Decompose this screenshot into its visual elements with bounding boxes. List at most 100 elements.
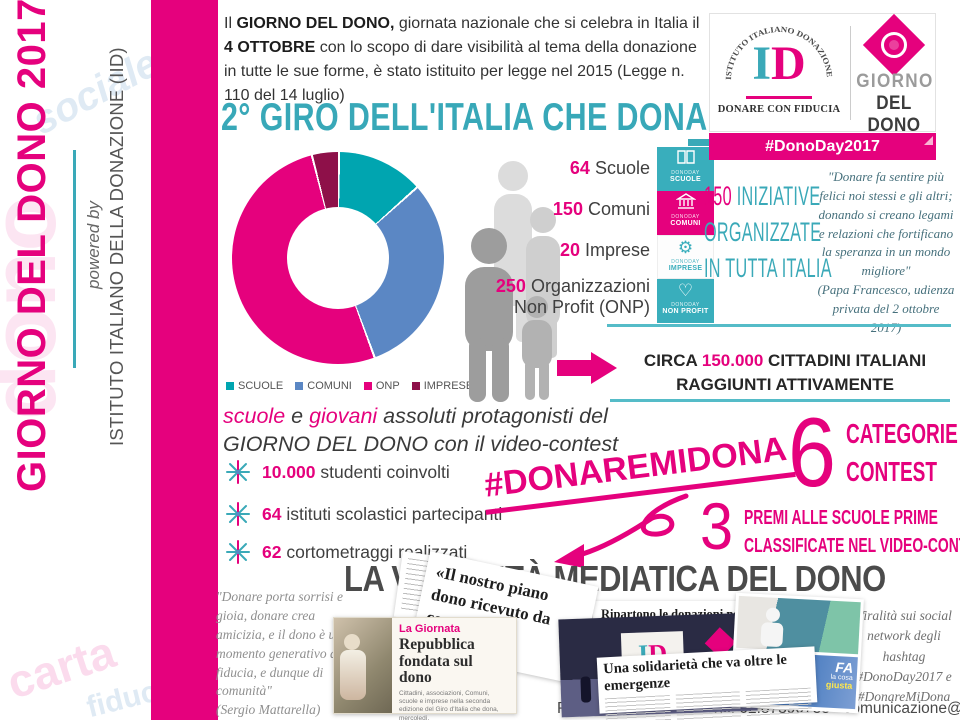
caption-text: FA xyxy=(835,659,854,676)
stat-onp: 250 Organizzazioni Non Profit (ONP) xyxy=(472,276,650,317)
stat-label: Organizzazioni Non Profit (ONP) xyxy=(513,276,650,317)
tv-frame xyxy=(736,595,861,655)
news-clip-solidarieta: Una solidarietà che va oltre le emergenz… xyxy=(596,646,818,720)
book-icon xyxy=(657,148,714,170)
bullet-label: studenti coinvolti xyxy=(315,461,450,482)
logo-arc-text: ISTITUTO ITALIANO DONAZIONE xyxy=(724,25,834,80)
star-bullet-icon xyxy=(226,502,250,526)
pope-quote: "Donare fa sentire più felici noi stessi… xyxy=(816,168,956,338)
bullet-studenti: 10.000 studenti coinvolti xyxy=(226,460,450,484)
donut-chart xyxy=(232,152,444,364)
divider xyxy=(610,399,950,402)
legend-item: ONP xyxy=(363,380,400,392)
tile-small-label: DONODAY xyxy=(671,214,700,220)
pope-photo xyxy=(334,618,392,713)
prizes-label: PREMI ALLE SCUOLE PRIME xyxy=(744,506,938,529)
chart-legend: SCUOLE COMUNI ONP IMPRESE xyxy=(226,380,473,392)
quote-attribution: (Papa Francesco, udienza privata del 2 o… xyxy=(817,282,955,335)
donoday-ribbon: #DonoDay2017 xyxy=(709,133,936,160)
stat-value: 150 xyxy=(552,199,583,219)
bullet-value: 10.000 xyxy=(262,461,316,482)
intro-text: con lo scopo di dare visibilità al tema … xyxy=(224,39,697,104)
news-body: Cittadini, associazioni, Comuni, scuole … xyxy=(399,690,499,720)
quote-text: "Donare fa sentire più felici noi stessi… xyxy=(818,169,954,279)
star-bullet-icon xyxy=(226,460,250,484)
initiatives-text: ORGANIZZATE xyxy=(704,217,822,247)
powered-by-label: powered by xyxy=(84,201,103,289)
legend-swatch xyxy=(411,382,420,390)
news-headline: Repubblica fondata sul dono xyxy=(399,636,475,687)
title-dash xyxy=(688,139,718,146)
sidebar-accent-bar xyxy=(151,0,218,720)
legend-label: SCUOLE xyxy=(238,380,284,392)
organization-name-vertical: ISTITUTO ITALIANO DELLA DONAZIONE (IID) xyxy=(106,47,127,446)
stat-comuni: 150 Comuni xyxy=(472,199,650,220)
heart-icon: ♡ xyxy=(677,281,694,301)
legend-item: IMPRESE xyxy=(411,380,473,392)
stat-imprese: 20 Imprese xyxy=(472,240,650,261)
stat-value: 20 xyxy=(559,240,580,260)
stat-label: Imprese xyxy=(579,240,650,260)
mattarella-quote: "Donare porta sorrisi e gioia, donare cr… xyxy=(216,588,346,720)
id-monogram: ID xyxy=(710,40,848,88)
brand-line1: GIORNO xyxy=(856,71,934,92)
reach-claim: CIRCA 150.000 CITTADINI ITALIANI RAGGIUN… xyxy=(620,349,950,397)
person-silhouette xyxy=(580,676,592,703)
initiatives-text: IN TUTTA ITALIA xyxy=(704,253,832,283)
section-title: 2° GIRO DELL'ITALIA CHE DONA xyxy=(221,96,708,139)
intro-text: assoluti protagonisti del xyxy=(377,404,608,428)
initiatives-claim: 150 INIZIATIVE ORGANIZZATE IN TUTTA ITAL… xyxy=(704,178,832,286)
quote-attribution: (Sergio Mattarella) xyxy=(216,702,321,718)
reach-text: RAGGIUNTI ATTIVAMENTE xyxy=(676,374,894,394)
logo-tagline: DONARE CON FIDUCIA xyxy=(717,104,841,115)
stat-value: 250 xyxy=(495,276,526,296)
tile-comuni: DONODAY COMUNI xyxy=(657,191,714,235)
diamond-icon xyxy=(862,13,926,77)
legend-label: COMUNI xyxy=(307,380,352,392)
intro-paragraph: Il GIORNO DEL DONO, giornata nazionale c… xyxy=(224,12,710,108)
legend-label: ONP xyxy=(375,380,400,392)
social-virality-note: Viralità sui social network degli hashta… xyxy=(856,608,952,704)
prizes-number: 3 xyxy=(700,489,734,563)
right-arrow-icon xyxy=(557,360,591,376)
category-icon-strip: DONODAY SCUOLE DONODAY COMUNI ⚙ DONODAY … xyxy=(657,147,714,323)
tile-small-label: DONODAY xyxy=(671,170,700,176)
intro-text: giornata nazionale che si celebra in Ita… xyxy=(394,15,700,32)
letter-d: D xyxy=(771,37,806,90)
people-silhouettes-icon xyxy=(465,161,560,402)
reach-number: 150.000 xyxy=(701,351,764,370)
bullet-value: 62 xyxy=(262,541,282,562)
stat-label: Scuole xyxy=(589,158,650,178)
curved-arrow-icon xyxy=(554,493,689,568)
initiatives-text: INIZIATIVE xyxy=(731,181,821,211)
tile-small-label: DONODAY xyxy=(671,259,700,265)
initiatives-number: 150 xyxy=(704,181,732,211)
contest-intro: scuole e giovani assoluti protagonisti d… xyxy=(223,403,618,458)
intro-bold: 4 OTTOBRE xyxy=(224,39,316,56)
legend-swatch xyxy=(363,382,372,390)
legend-swatch xyxy=(295,382,304,390)
stat-scuole: 64 Scuole xyxy=(472,158,650,179)
categories-label: CATEGORIE xyxy=(846,418,958,449)
star-bullet-icon xyxy=(226,540,250,564)
tile-label: IMPRESE xyxy=(668,265,703,272)
prizes-label: CLASSIFICATE NEL VIDEO-CONTEST xyxy=(744,534,960,557)
news-clip-la-giornata: La Giornata Repubblica fondata sul dono … xyxy=(333,617,517,720)
intro-text: GIORNO DEL DONO con il video-contest xyxy=(223,431,619,456)
tile-label: COMUNI xyxy=(670,220,701,227)
bank-icon xyxy=(657,192,714,214)
logo-underline xyxy=(746,96,812,99)
watermark-word: carta xyxy=(0,625,122,709)
highlight-scuole: scuole xyxy=(223,404,286,428)
divider xyxy=(607,324,951,327)
highlight-giovani: giovani xyxy=(309,404,378,428)
news-kicker: La Giornata xyxy=(399,623,461,635)
legend-item: SCUOLE xyxy=(226,380,283,392)
tile-non-profit: ♡ DONODAY NON PROFIT xyxy=(657,279,714,323)
tile-scuole: DONODAY SCUOLE xyxy=(657,147,714,191)
intro-text: Il xyxy=(224,15,237,32)
tv-caption: FA la cosa giusta xyxy=(826,659,854,691)
sidebar-divider xyxy=(73,150,76,368)
giorno-del-dono-logo: GIORNO DEL DONO xyxy=(852,13,936,136)
